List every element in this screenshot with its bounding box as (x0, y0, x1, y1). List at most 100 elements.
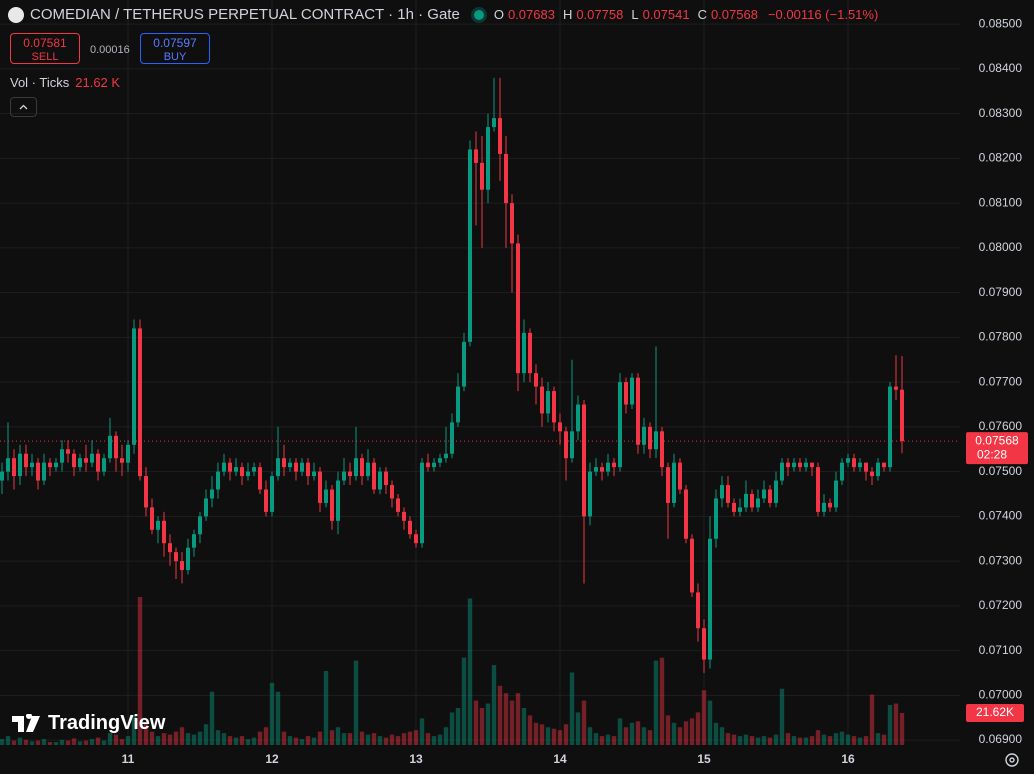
volume-bar (257, 731, 263, 745)
y-tick-label: 0.06900 (979, 732, 1023, 746)
volume-bar (599, 736, 605, 745)
candle-body (378, 471, 382, 490)
candle-body (846, 458, 850, 463)
candle-body (408, 520, 412, 535)
volume-bar (323, 671, 329, 745)
volume-bar (155, 736, 161, 745)
y-tick-label: 0.07700 (979, 374, 1023, 388)
volume-bar (329, 730, 335, 745)
candle-body (744, 493, 748, 508)
volume-bar (173, 731, 179, 745)
volume-bar (815, 730, 821, 745)
volume-bar (443, 727, 449, 745)
symbol-title[interactable]: COMEDIAN / TETHERUS PERPETUAL CONTRACT ·… (30, 6, 460, 23)
volume-bar (533, 722, 539, 745)
volume-bar (83, 740, 89, 745)
y-tick-label: 0.08200 (979, 151, 1023, 165)
collapse-button[interactable] (10, 97, 37, 117)
volume-bar (761, 736, 767, 745)
candle-body (672, 462, 676, 503)
candle-body (432, 462, 436, 468)
status-dot (473, 9, 484, 20)
volume-bar (353, 660, 359, 745)
ohlc-label: C (697, 7, 707, 22)
candle-body (540, 386, 544, 414)
candle-body (12, 458, 16, 477)
settings-icon[interactable] (1002, 750, 1022, 770)
y-tick-label: 0.08100 (979, 195, 1023, 209)
candle-body (126, 444, 130, 463)
candle-body (726, 485, 730, 503)
volume-bar (137, 597, 143, 745)
volume-bar (479, 708, 485, 745)
volume-bar (701, 690, 707, 745)
candle-body (798, 462, 802, 468)
volume-bar (809, 736, 815, 745)
volume-bar (275, 691, 281, 745)
volume-bar (563, 724, 569, 745)
x-tick-label: 16 (841, 752, 855, 766)
volume-bar (281, 731, 287, 745)
y-tick-label: 0.07200 (979, 598, 1023, 612)
candle-body (342, 471, 346, 481)
candle-body (456, 386, 460, 423)
x-tick-label: 11 (122, 752, 135, 766)
y-tick-label: 0.07800 (979, 330, 1023, 344)
candle-body (582, 404, 586, 517)
candle-body (852, 458, 856, 468)
y-tick-label: 0.07400 (979, 509, 1023, 523)
candle-body (84, 458, 88, 463)
candle-body (534, 373, 538, 387)
spread: 0.00016 (90, 44, 130, 56)
candle-body (528, 332, 532, 374)
volume-bar (833, 733, 839, 745)
volume-bar (419, 718, 425, 745)
ohlc-value: 0.07683 (507, 7, 555, 22)
volume-bar (791, 736, 797, 745)
volume-bar (707, 700, 713, 745)
candle-body (306, 462, 310, 477)
volume-bar (287, 736, 293, 745)
candle-body (360, 458, 364, 477)
candle-body (684, 489, 688, 539)
volume-bar (857, 737, 863, 745)
y-tick-label: 0.07500 (979, 464, 1023, 478)
volume-bar (35, 740, 41, 745)
candle-body (72, 453, 76, 468)
volume-tag-label: 21.62K (976, 705, 1014, 719)
symbol-icon (8, 6, 24, 23)
volume-bar (641, 727, 647, 745)
volume-bar (23, 739, 29, 745)
volume-bar (665, 715, 671, 745)
candle-body (810, 462, 814, 468)
candle-body (504, 153, 508, 204)
volume-bar (671, 722, 677, 745)
sell-button[interactable]: 0.07581 SELL (10, 33, 80, 64)
candle-body (522, 332, 526, 374)
candle-body (246, 471, 250, 477)
candle-body (888, 386, 892, 468)
candle-body (348, 471, 352, 477)
candle-body (864, 462, 868, 472)
y-tick-label: 0.07600 (979, 419, 1023, 433)
volume-bar (611, 736, 617, 745)
y-tick-label: 0.08400 (979, 61, 1023, 75)
volume-bar (785, 733, 791, 745)
ohlc-value: 0.07541 (642, 7, 690, 22)
candle-body (588, 471, 592, 517)
candle-body (108, 435, 112, 459)
candle-body (36, 462, 40, 481)
buy-button[interactable]: 0.07597 BUY (140, 33, 210, 64)
candle-body (48, 462, 52, 468)
candle-body (120, 458, 124, 463)
candle-body (42, 462, 46, 481)
volume-bar (89, 739, 95, 745)
candle-body (546, 391, 550, 414)
volume-bar (389, 734, 395, 745)
volume-bar (683, 721, 689, 745)
volume-bar (623, 727, 629, 745)
candle-body (252, 467, 256, 472)
volume-bar (95, 737, 101, 745)
candle-body (78, 458, 82, 468)
candle-body (240, 467, 244, 477)
